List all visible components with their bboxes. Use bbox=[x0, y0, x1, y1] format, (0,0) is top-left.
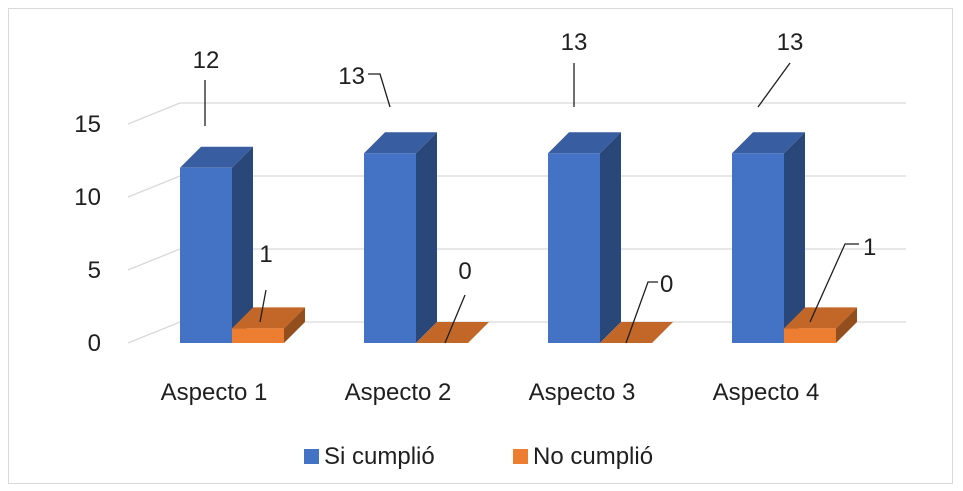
bar-no-cumplio bbox=[232, 307, 305, 343]
bar-si-cumplio bbox=[548, 132, 621, 343]
legend-item: Si cumplió bbox=[304, 443, 435, 470]
svg-text:1: 1 bbox=[259, 241, 272, 268]
bar-si-cumplio bbox=[364, 132, 437, 343]
legend-swatch bbox=[513, 449, 528, 464]
bar-no-cumplio bbox=[784, 307, 857, 343]
category-label: Aspecto 1 bbox=[161, 379, 268, 406]
bar-si-cumplio bbox=[180, 146, 253, 343]
svg-text:0: 0 bbox=[458, 258, 471, 285]
svg-text:0: 0 bbox=[660, 271, 673, 298]
legend-item: No cumplió bbox=[513, 443, 653, 470]
data-labels: 12 13 13 13 1 0 0 1 bbox=[193, 29, 876, 344]
category-labels: Aspecto 1 Aspecto 2 Aspecto 3 Aspecto 4 bbox=[161, 379, 820, 406]
y-tick-label: 10 bbox=[74, 184, 101, 211]
gridline bbox=[127, 102, 906, 125]
y-tick-label: 15 bbox=[74, 111, 101, 138]
svg-text:13: 13 bbox=[561, 29, 588, 56]
category-label: Aspecto 2 bbox=[345, 379, 452, 406]
y-axis-ticks: 0 5 10 15 bbox=[74, 111, 101, 357]
bar-si-cumplio bbox=[732, 132, 805, 343]
data-label: 1 bbox=[259, 241, 273, 323]
data-label: 0 bbox=[444, 258, 472, 344]
svg-text:13: 13 bbox=[338, 63, 365, 90]
category-label: Aspecto 3 bbox=[529, 379, 636, 406]
data-label: 0 bbox=[625, 271, 673, 344]
y-tick-label: 0 bbox=[88, 330, 101, 357]
bars bbox=[180, 132, 857, 343]
data-label: 13 bbox=[561, 29, 588, 107]
category-label: Aspecto 4 bbox=[713, 379, 820, 406]
legend-label: No cumplió bbox=[533, 443, 653, 470]
data-label: 13 bbox=[757, 29, 804, 108]
data-label: 13 bbox=[338, 63, 391, 108]
legend: Si cumplió No cumplió bbox=[304, 443, 653, 470]
legend-label: Si cumplió bbox=[324, 443, 435, 470]
bar-no-cumplio bbox=[416, 322, 489, 343]
bar-no-cumplio bbox=[600, 322, 673, 343]
svg-text:1: 1 bbox=[863, 234, 876, 261]
data-label: 12 bbox=[193, 47, 220, 126]
legend-swatch bbox=[304, 449, 319, 464]
y-tick-label: 5 bbox=[88, 257, 101, 284]
data-label: 1 bbox=[809, 234, 876, 323]
svg-text:13: 13 bbox=[777, 29, 804, 56]
svg-text:12: 12 bbox=[193, 47, 220, 74]
